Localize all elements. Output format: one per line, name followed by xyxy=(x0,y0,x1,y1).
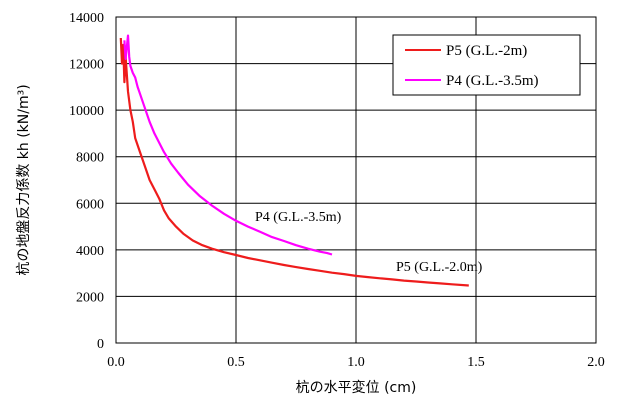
grid xyxy=(115,16,597,344)
y-tick-label: 12000 xyxy=(69,58,104,73)
annotation-p4: P4 (G.L.-3.5m) xyxy=(255,210,342,225)
legend-box xyxy=(392,34,581,96)
y-tick-label: 10000 xyxy=(69,104,104,119)
x-tick-label: 1.5 xyxy=(467,355,485,370)
series-line-0 xyxy=(119,37,469,287)
y-axis-title: 杭の地盤反力係数 kh (kN/m³) xyxy=(16,84,32,275)
x-tick-label: 1.0 xyxy=(347,355,365,370)
series-layer xyxy=(119,34,469,287)
x-tick-label: 2.0 xyxy=(587,355,605,370)
y-tick-label: 4000 xyxy=(76,244,104,259)
y-tick-labels: 0 2000 4000 6000 8000 10000 12000 14000 xyxy=(69,11,104,352)
plot-area xyxy=(115,16,597,344)
series-line-1 xyxy=(123,34,333,256)
legend: P5 (G.L.-2m) P4 (G.L.-3.5m) xyxy=(392,34,581,96)
y-tick-label: 8000 xyxy=(76,151,104,166)
y-tick-label: 6000 xyxy=(76,197,104,212)
x-axis-title: 杭の水平変位 (cm) xyxy=(296,379,417,396)
x-tick-label: 0.0 xyxy=(107,355,125,370)
y-tick-label: 0 xyxy=(97,337,104,352)
annotation-p5: P5 (G.L.-2.0m) xyxy=(396,260,483,275)
legend-label-p4: P4 (G.L.-3.5m) xyxy=(446,73,539,89)
x-tick-labels: 0.0 0.5 1.0 1.5 2.0 xyxy=(107,355,605,370)
y-tick-label: 14000 xyxy=(69,11,104,26)
legend-label-p5: P5 (G.L.-2m) xyxy=(446,43,527,59)
y-tick-label: 2000 xyxy=(76,290,104,305)
x-tick-label: 0.5 xyxy=(227,355,245,370)
